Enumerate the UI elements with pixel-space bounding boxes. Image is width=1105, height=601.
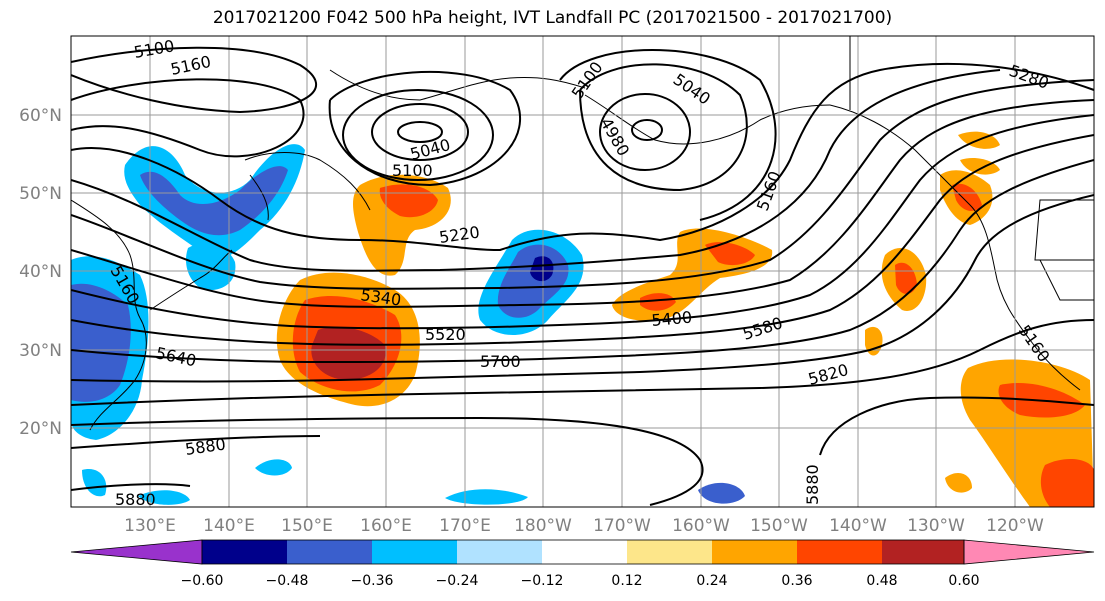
lon-label: 170°E — [439, 516, 491, 536]
lat-label: 20°N — [19, 419, 62, 439]
colorbar-tick: −0.12 — [521, 573, 564, 589]
colorbar-segment — [287, 540, 372, 564]
map-area: 5100 5160 5100 5040 5100 5040 4980 5160 … — [71, 36, 1094, 509]
lat-label: 40°N — [19, 262, 62, 282]
lat-label: 60°N — [19, 106, 62, 126]
lon-label: 140°E — [203, 516, 255, 536]
colorbar-segment — [457, 540, 542, 564]
colorbar-segment — [882, 540, 964, 564]
colorbar-max-extend — [963, 539, 1095, 565]
map-frame — [70, 35, 1095, 508]
lat-label: 30°N — [19, 341, 62, 361]
colorbar-tick: 0.60 — [948, 573, 979, 589]
lon-label: 150°E — [281, 516, 333, 536]
lon-label: 150°W — [750, 516, 808, 536]
contour-label: 5880 — [115, 490, 156, 509]
lon-label: 160°W — [672, 516, 730, 536]
colorbar-segment — [797, 540, 882, 564]
colorbar-tick: 0.12 — [611, 573, 642, 589]
colorbar-tick: −0.48 — [266, 573, 309, 589]
height-contours — [71, 46, 1094, 506]
lon-label: 180°W — [514, 516, 572, 536]
lon-label: 130°E — [124, 516, 176, 536]
colorbar-segment — [372, 540, 457, 564]
colorbar-tick: −0.24 — [436, 573, 479, 589]
colorbar-min-extend — [70, 539, 203, 565]
colorbar-tick: 0.36 — [781, 573, 812, 589]
lat-label: 50°N — [19, 184, 62, 204]
map-title: 2017021200 F042 500 hPa height, IVT Land… — [212, 8, 893, 28]
colorbar-tick: −0.60 — [181, 573, 224, 589]
lon-label: 130°W — [907, 516, 965, 536]
contour-label: 5400 — [651, 308, 693, 330]
lon-label: 170°W — [593, 516, 651, 536]
colorbar-tick: −0.36 — [351, 573, 394, 589]
longitude-labels: 130°E 140°E 150°E 160°E 170°E 180°W 170°… — [124, 516, 1044, 536]
colorbar-tick: 0.24 — [696, 573, 727, 589]
colorbar-tick: 0.48 — [866, 573, 897, 589]
colorbar-segment — [712, 540, 797, 564]
contour-label: 5100 — [392, 161, 433, 180]
lon-label: 160°E — [360, 516, 412, 536]
colorbar-segment — [202, 540, 287, 564]
contour-label: 5520 — [425, 325, 466, 344]
colorbar-segment — [542, 540, 627, 564]
lon-label: 120°W — [986, 516, 1044, 536]
colorbar: −0.60 −0.48 −0.36 −0.24 −0.12 0.12 0.24 … — [70, 539, 1095, 589]
colorbar-segment — [627, 540, 712, 564]
contour-label: 5880 — [803, 464, 822, 505]
lon-label: 140°W — [829, 516, 887, 536]
contour-label: 5700 — [480, 352, 521, 371]
latitude-labels: 60°N 50°N 40°N 30°N 20°N — [19, 106, 62, 439]
